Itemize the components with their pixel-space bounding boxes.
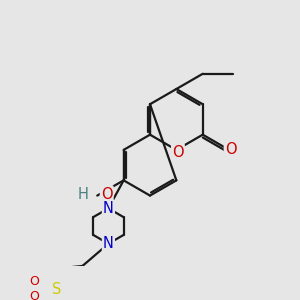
Text: O: O (29, 290, 39, 300)
Text: O: O (225, 142, 236, 158)
Text: O: O (172, 145, 184, 160)
Text: H: H (78, 187, 89, 202)
Text: O: O (101, 187, 112, 202)
Text: O: O (29, 275, 39, 288)
Text: N: N (103, 236, 114, 251)
Text: N: N (103, 201, 114, 216)
Text: S: S (52, 282, 62, 297)
